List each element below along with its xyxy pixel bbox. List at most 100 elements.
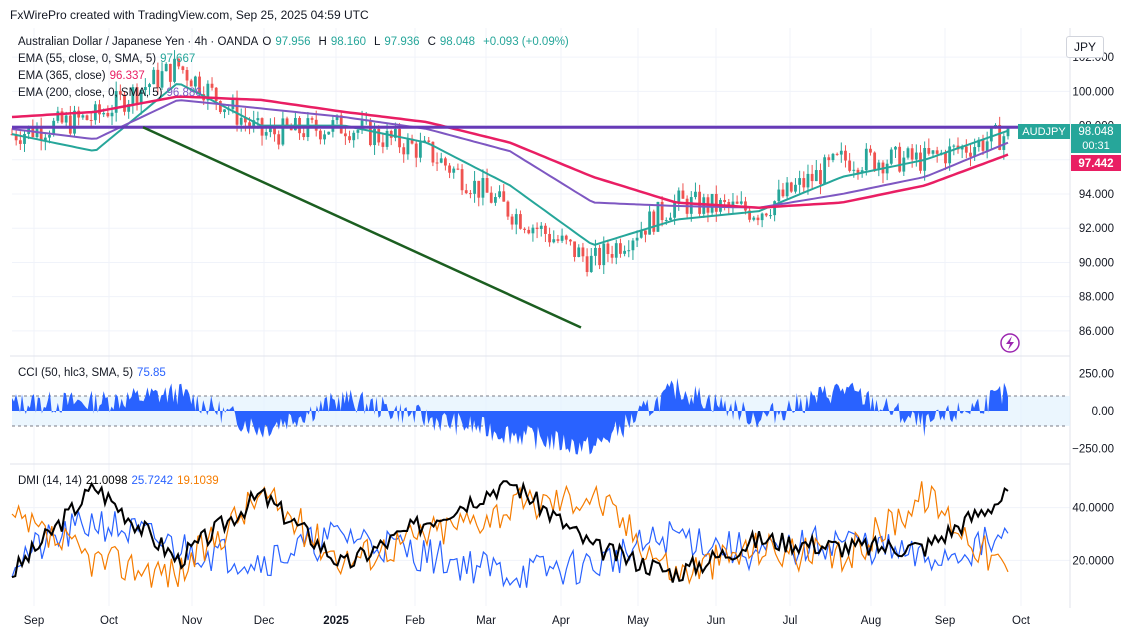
time-tick-label: Oct (100, 615, 119, 627)
candle-body (156, 69, 160, 88)
candle-body (623, 250, 627, 254)
candle-body (964, 146, 968, 153)
candle-body (989, 127, 993, 142)
ema-line-1 (11, 83, 1009, 246)
candle-body (581, 247, 585, 257)
candle-body (556, 239, 560, 241)
candle-body (206, 83, 210, 101)
candle-body (973, 147, 977, 157)
candle-body (819, 170, 822, 185)
plus-di-value: 25.7242 (131, 475, 174, 487)
dmi-legend: DMI (14, 14) 21.0098 25.7242 19.1039 (18, 475, 223, 487)
candle-body (702, 197, 706, 214)
candle-body (285, 118, 289, 127)
candle-body (773, 201, 777, 216)
candle-body (714, 193, 718, 212)
candle-body (889, 149, 893, 164)
ema200-value: 96.886 (166, 87, 202, 99)
symbol-title: Australian Dollar / Japanese Yen · 4h · … (18, 36, 259, 48)
candle-body (552, 239, 556, 243)
ema365-value: 96.337 (109, 70, 145, 82)
candle-body (585, 256, 589, 273)
candle-body (152, 69, 156, 85)
last-price-tag: 98.048 (1078, 126, 1113, 138)
candle-body (110, 112, 114, 117)
candle-body (906, 148, 910, 158)
candle-body (173, 58, 176, 82)
symbol-tag: AUDJPY (1022, 126, 1066, 138)
ema-line-2 (11, 99, 1009, 209)
candle-body (68, 115, 72, 134)
candle-body (489, 192, 493, 203)
candle-body (802, 178, 806, 188)
candle-body (39, 127, 43, 141)
candle-body (519, 214, 522, 229)
cci-histogram (12, 377, 1008, 455)
ema365-label: EMA (365, close) (18, 70, 106, 82)
candle-body (14, 134, 18, 141)
time-tick-label: Apr (552, 615, 570, 627)
candle-body (764, 213, 768, 216)
candle-body (731, 201, 735, 207)
minus-di-value: 19.1039 (177, 475, 219, 487)
countdown-tag: 00:31 (1082, 140, 1110, 152)
candle-body (856, 169, 860, 174)
candle-body (752, 217, 756, 220)
cci-tick-label: −250.00 (1072, 444, 1114, 456)
dmi-panel[interactable] (11, 480, 1009, 589)
candle-body (81, 115, 85, 118)
candle-body (594, 247, 597, 256)
ascending-trendline (142, 126, 582, 329)
candle-body (339, 115, 343, 134)
price-tick-label: 92.000 (1079, 223, 1114, 235)
candle-body (485, 178, 489, 193)
time-tick-label: Nov (182, 615, 203, 627)
candle-body (460, 169, 464, 191)
cci-panel[interactable] (12, 377, 1070, 455)
candle-body (660, 201, 664, 221)
ema365-legend: EMA (365, close) 96.337 (18, 70, 149, 82)
candle-body (789, 182, 793, 192)
candle-body (827, 157, 831, 161)
candle-body (573, 241, 576, 257)
close-value: C 98.048 (427, 36, 476, 48)
candle-body (435, 162, 439, 164)
candle-body (960, 146, 964, 150)
grid (12, 28, 1070, 606)
candle-body (419, 142, 422, 158)
candle-body (952, 145, 956, 147)
candle-body (343, 133, 347, 137)
candle-body (823, 157, 827, 185)
candle-body (723, 200, 727, 202)
cci-value: 75.85 (137, 367, 166, 379)
candle-body (185, 69, 189, 81)
candle-body (844, 150, 847, 161)
time-tick-label: May (627, 615, 649, 627)
candle-body (806, 173, 810, 188)
panel-separators (10, 28, 1071, 608)
time-tick-label: Aug (861, 615, 881, 627)
currency-button[interactable]: JPY (1065, 36, 1104, 58)
candle-body (231, 99, 235, 110)
candle-body (864, 148, 868, 171)
candle-body (781, 189, 785, 197)
candle-body (514, 214, 518, 225)
candle-body (610, 254, 614, 258)
candle-body (927, 147, 931, 154)
ema-tag-bg (1071, 155, 1121, 171)
bolt-icon[interactable] (1000, 333, 1020, 353)
candle-body (381, 142, 385, 147)
candle-body (535, 227, 539, 229)
candle-body (998, 124, 1002, 150)
price-panel[interactable] (10, 50, 1068, 329)
candle-body (131, 87, 135, 104)
candle-body (193, 76, 197, 87)
candle-body (814, 170, 818, 182)
chart-header: FxWirePro created with TradingView.com, … (10, 8, 369, 22)
candle-body (214, 87, 218, 102)
candle-body (256, 118, 260, 121)
candle-body (598, 247, 601, 266)
candle-body (539, 225, 543, 229)
candle-body (639, 230, 643, 238)
